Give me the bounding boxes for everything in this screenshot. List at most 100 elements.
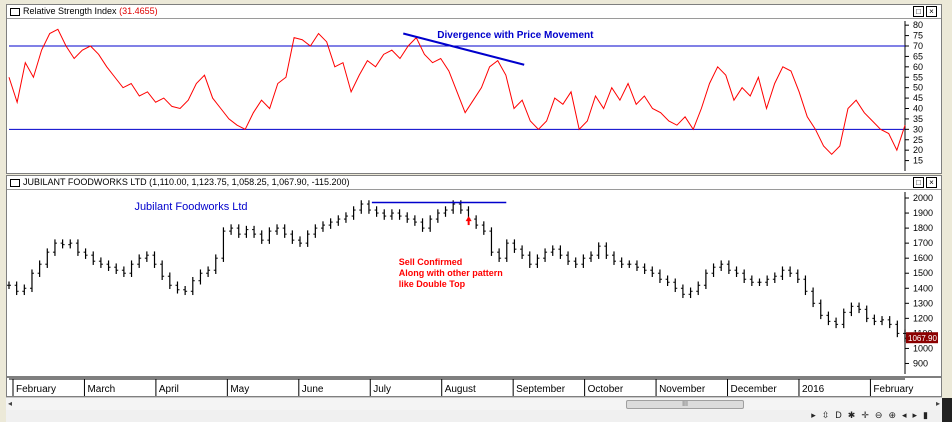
ohlc-bar — [673, 278, 678, 293]
date-axis-label: September — [516, 384, 566, 395]
date-axis-label: June — [302, 384, 324, 395]
ohlc-bar — [834, 317, 839, 329]
chart-toolbar: ▸ ⇳ D ✱ ✛ ⊖ ⊕ ◂ ▸ ▮ — [6, 410, 942, 422]
rsi-y-tick-label: 80 — [913, 20, 923, 30]
ohlc-bar — [826, 311, 831, 326]
price-title-text: JUBILANT FOODWORKS LTD (1,110.00, 1,123.… — [23, 177, 350, 187]
ohlc-bar — [382, 209, 387, 220]
date-axis-label: July — [373, 384, 391, 395]
price-y-tick-label: 1800 — [913, 223, 933, 233]
ohlc-bar — [749, 275, 754, 287]
ohlc-bar — [374, 206, 379, 217]
toolbar-icon[interactable]: ⊕ — [888, 410, 896, 420]
ohlc-bar — [282, 224, 287, 238]
toolbar-icon[interactable]: ⇳ — [821, 410, 830, 420]
toolbar-icon[interactable]: ▸ — [811, 410, 816, 420]
ohlc-bar — [512, 239, 517, 253]
sell-annotation-line: Along with other pattern — [399, 268, 503, 278]
ohlc-bar — [497, 248, 502, 262]
toolbar-icon[interactable]: ⊖ — [874, 410, 883, 420]
sell-annotation-line: like Double Top — [399, 279, 466, 289]
restore-icon[interactable]: □ — [913, 6, 924, 17]
toolbar-icon[interactable]: ✛ — [861, 410, 869, 420]
ohlc-bar — [535, 254, 540, 268]
ohlc-bar — [811, 287, 816, 308]
ohlc-bar — [864, 305, 869, 323]
toolbar-icon[interactable]: ▮ — [923, 410, 928, 420]
ohlc-bar — [244, 225, 249, 238]
date-axis-label: August — [445, 384, 476, 395]
ohlc-bar — [780, 266, 785, 280]
rsi-pane: Relative Strength Index (31.4655) □ × 15… — [6, 4, 942, 174]
ohlc-bar — [757, 278, 762, 287]
ohlc-bar — [75, 239, 80, 256]
ohlc-bar — [474, 215, 479, 229]
sell-arrow-icon — [465, 216, 472, 222]
window-edge — [942, 398, 952, 422]
date-axis-label: October — [588, 384, 624, 395]
ohlc-bar — [167, 272, 172, 290]
date-axis-svg: February March April May June July August Septe… — [9, 378, 913, 396]
last-price-box — [906, 332, 938, 344]
scroll-left-icon[interactable]: ◂ — [8, 399, 13, 408]
ohlc-bar — [405, 212, 410, 223]
last-price-label: 1067.90 — [908, 334, 937, 343]
ohlc-bar — [252, 225, 257, 238]
ohlc-bar — [711, 263, 716, 277]
ohlc-bar — [259, 230, 264, 244]
close-icon[interactable]: × — [926, 6, 937, 17]
ohlc-bar — [657, 269, 662, 283]
ohlc-bar — [742, 269, 747, 283]
ohlc-bar — [91, 251, 96, 265]
ohlc-bar — [627, 260, 632, 268]
ohlc-bar — [275, 224, 280, 235]
ohlc-bar — [366, 200, 371, 214]
ohlc-bar — [680, 284, 685, 299]
rsi-y-tick-label: 45 — [913, 93, 923, 103]
price-y-tick-label: 900 — [913, 358, 928, 368]
ohlc-bar — [7, 281, 11, 290]
toolbar-icon[interactable]: ✱ — [847, 410, 856, 420]
price-pane-buttons: □ × — [913, 177, 937, 188]
price-y-tick-label: 1900 — [913, 208, 933, 218]
scroll-thumb[interactable]: III — [626, 400, 744, 409]
ohlc-bar — [22, 284, 27, 296]
ohlc-bar — [443, 206, 448, 217]
ohlc-bar — [29, 269, 34, 293]
ohlc-bar — [336, 215, 341, 226]
toolbar-icon[interactable]: ◂ — [901, 410, 907, 420]
ohlc-bar — [428, 215, 433, 232]
ohlc-bar — [543, 248, 548, 262]
toolbar-icon[interactable]: D — [835, 410, 842, 420]
toolbar-icon[interactable]: ▸ — [912, 410, 918, 420]
restore-icon[interactable]: □ — [913, 177, 924, 188]
ohlc-bar — [504, 239, 509, 262]
ohlc-bar — [688, 287, 693, 299]
ohlc-bar — [880, 316, 885, 326]
close-icon[interactable]: × — [926, 177, 937, 188]
ohlc-bar — [573, 257, 578, 268]
ohlc-bar — [619, 257, 624, 268]
price-chart[interactable]: 9001000110012001300140015001600170018001… — [7, 176, 943, 378]
sell-annotation-line: Sell Confirmed — [399, 257, 463, 267]
ohlc-bar — [650, 266, 655, 277]
ohlc-bar — [435, 209, 440, 223]
ohlc-bar — [14, 281, 19, 296]
ohlc-bar — [397, 209, 402, 220]
price-y-tick-label: 1500 — [913, 268, 933, 278]
ohlc-bar — [206, 266, 211, 277]
rsi-y-tick-label: 15 — [913, 156, 923, 166]
rsi-current-value: (31.4655) — [119, 6, 158, 16]
ohlc-bar — [726, 260, 731, 274]
scroll-right-icon[interactable]: ▸ — [935, 399, 940, 408]
rsi-title-text: Relative Strength Index — [23, 6, 117, 16]
ohlc-bar — [765, 275, 770, 287]
ohlc-bar — [895, 320, 900, 338]
ohlc-bar — [719, 260, 724, 271]
price-y-tick-label: 1200 — [913, 313, 933, 323]
ohlc-bar — [229, 224, 234, 235]
date-axis-label: March — [87, 384, 115, 395]
horizontal-scrollbar[interactable]: ◂ III ▸ — [6, 397, 942, 410]
ohlc-bar — [703, 269, 708, 290]
